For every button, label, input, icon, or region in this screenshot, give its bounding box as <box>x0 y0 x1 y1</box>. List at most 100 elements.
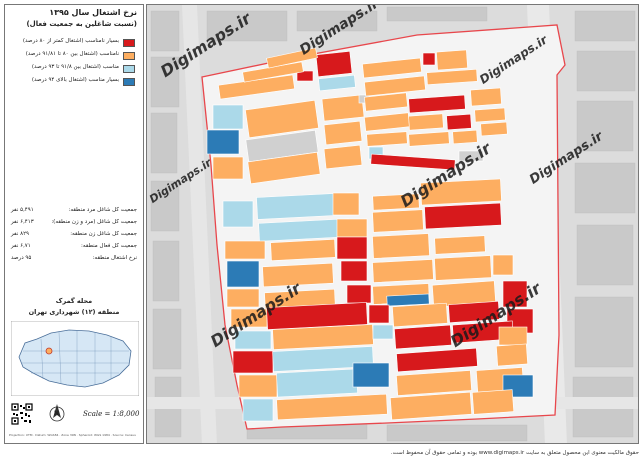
city-block <box>372 324 394 340</box>
scale-text: Scale = 1:8,000 <box>83 410 140 418</box>
city-block <box>315 50 353 78</box>
legend-swatch-good <box>123 65 135 73</box>
city-block <box>420 178 502 206</box>
legend-swatch-very-poor <box>123 39 135 47</box>
city-block <box>396 347 478 373</box>
city-block <box>336 218 368 238</box>
map-canvas <box>147 5 638 443</box>
qr-code <box>11 403 33 425</box>
city-block <box>408 113 444 131</box>
city-block <box>396 370 472 396</box>
city-block <box>480 121 508 137</box>
city-block <box>366 131 408 147</box>
city-block <box>502 280 528 308</box>
city-block <box>436 49 468 71</box>
stat-label: جمعیت کل فعال منطقه: <box>81 243 137 249</box>
copyright-footer: حقوق مالکیت معنوی این محصول متعلق به سای… <box>390 450 639 456</box>
city-block <box>276 368 358 398</box>
city-block <box>434 235 486 255</box>
basemap-block <box>576 50 636 92</box>
stat-label: جمعیت کل شاغل (مرد و زن منطقه): <box>51 219 137 225</box>
city-block <box>242 398 274 422</box>
basemap-block <box>152 240 180 302</box>
city-block <box>234 330 272 350</box>
city-block <box>332 192 360 216</box>
basemap-block <box>386 6 488 22</box>
city-block <box>340 260 368 282</box>
stat-value: ۸۲۹ نفر <box>11 231 29 237</box>
city-block <box>394 324 452 350</box>
city-block <box>426 68 478 86</box>
legend-label-very-poor: بسیار نامناسب (اشتغال کمتر از ۸۰ درصد) <box>22 38 119 44</box>
city-block <box>272 346 374 372</box>
city-block <box>446 113 472 131</box>
legend-label-good: مناسب (اشتغال بین ۹۱/۸ تا ۹۳ درصد) <box>31 64 119 70</box>
city-block <box>408 94 466 114</box>
map-sidebar: نرخ اشتغال سال ۱۳۹۵ (نسبت شاغلین به جمعی… <box>4 4 144 444</box>
city-block <box>364 92 408 112</box>
city-block <box>470 87 502 107</box>
city-block <box>232 350 274 374</box>
city-block <box>247 151 321 185</box>
legend-swatch-poor <box>123 52 135 60</box>
city-block <box>224 240 266 260</box>
city-block <box>370 153 456 171</box>
city-block <box>226 260 260 288</box>
city-block <box>238 374 278 398</box>
city-block <box>364 75 426 97</box>
city-block <box>318 74 356 92</box>
city-block <box>222 200 254 228</box>
city-block <box>424 202 502 230</box>
city-block <box>372 233 430 259</box>
city-block <box>372 259 434 283</box>
basemap-block <box>206 10 288 42</box>
stat-value: ۹۵ درصد <box>11 255 32 261</box>
stat-value: ۶,۴۱۳ نفر <box>11 219 34 225</box>
city-block <box>336 236 368 260</box>
city-block <box>346 284 372 304</box>
legend-swatch-very-good <box>123 78 135 86</box>
city-block <box>471 389 515 415</box>
basemap-block <box>386 424 528 442</box>
stat-value: ۶,۷۱ نفر <box>11 243 31 249</box>
basemap-block <box>574 162 636 214</box>
city-block <box>352 362 390 388</box>
city-block <box>262 262 334 288</box>
basemap-block <box>152 308 182 370</box>
city-block <box>390 391 472 421</box>
legend-label-very-good: بسیار مناسب (اشتغال بالای ۹۴ درصد) <box>31 77 119 83</box>
city-block <box>368 304 390 324</box>
city-block <box>212 156 244 180</box>
stat-label: جمعیت کل شاغل زن منطقه: <box>70 231 137 237</box>
city-block <box>206 129 240 155</box>
stat-value: ۵,۴۹۱ نفر <box>11 207 34 213</box>
city-block <box>323 144 363 170</box>
city-block <box>452 129 478 145</box>
map-metadata-caption: Projection: UTM · Datum: WGS84 · Zone 39… <box>9 433 136 437</box>
basemap-block <box>150 112 178 174</box>
legend-label-poor: نامناسب (اشتغال بین ۸۰ تا ۹۱/۸۱ درصد) <box>25 51 119 57</box>
map-title: نرخ اشتغال سال ۱۳۹۵ <box>49 8 137 17</box>
map-subtitle: (نسبت شاغلین به جمعیت فعال) <box>26 20 137 28</box>
city-block <box>323 120 363 146</box>
basemap-block <box>576 224 634 286</box>
stat-label: جمعیت کل شاغل مرد منطقه: <box>68 207 137 213</box>
city-block <box>448 300 500 324</box>
city-block <box>372 209 424 233</box>
city-block <box>408 131 450 147</box>
city-block <box>212 104 244 130</box>
basemap-block <box>296 10 378 32</box>
city-block <box>245 99 319 139</box>
inset-map <box>11 321 139 396</box>
city-block <box>270 239 336 261</box>
north-label: N <box>54 410 60 417</box>
inset-location-marker <box>45 347 53 355</box>
city-block <box>458 150 484 162</box>
city-block <box>362 57 422 79</box>
north-arrow-icon <box>49 404 65 422</box>
basemap-block <box>150 56 180 108</box>
city-block <box>422 52 436 66</box>
basemap-block <box>150 180 180 232</box>
basemap-block <box>574 296 634 368</box>
city-block <box>386 293 430 307</box>
